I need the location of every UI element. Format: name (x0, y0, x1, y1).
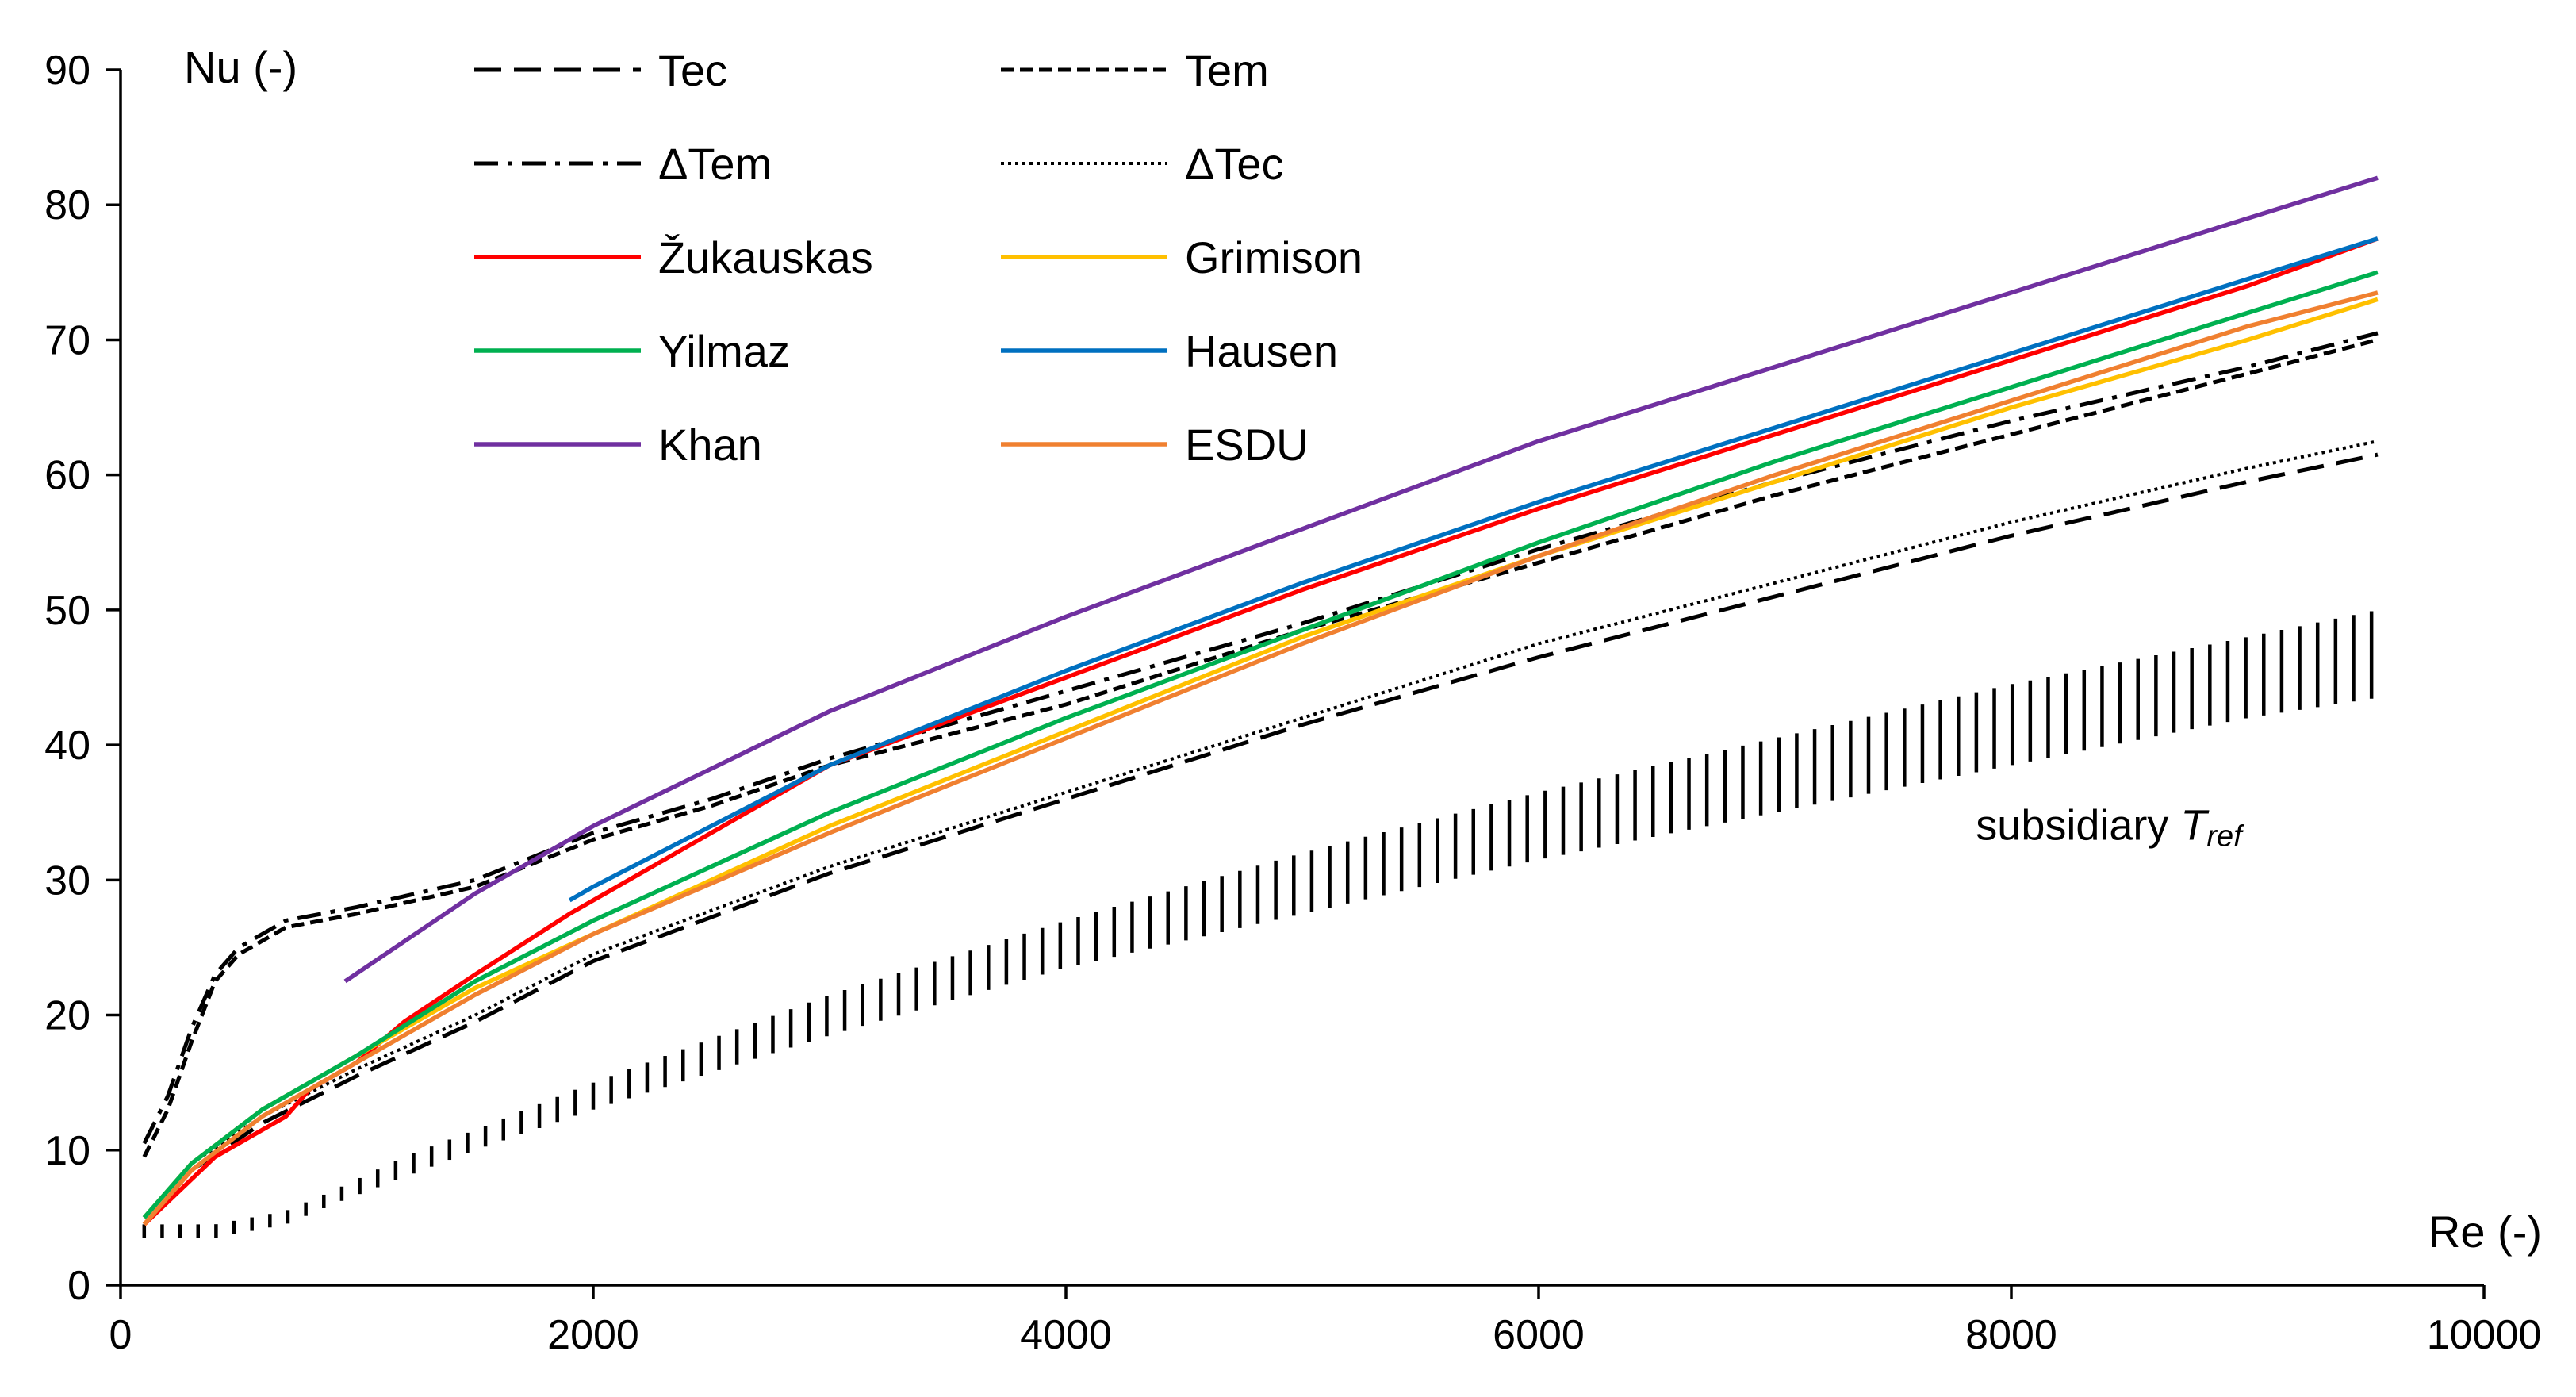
series-line-khan (343, 175, 2379, 984)
series-line-yilmaz (142, 270, 2379, 1219)
y-tick-label: 0 (67, 1263, 90, 1309)
band-annotation-main: subsidiary (1976, 801, 2180, 849)
y-tick-label: 50 (44, 588, 90, 634)
x-tick-label: 0 (109, 1312, 132, 1358)
legend-label: ΔTec (1185, 139, 1284, 189)
legend-label: Tec (658, 45, 727, 95)
series-line-tec (142, 452, 2379, 1226)
legend-label: ESDU (1185, 420, 1309, 470)
series-line--tec (143, 439, 2379, 1219)
x-tick-label: 2000 (547, 1312, 639, 1358)
y-tick-label: 30 (44, 858, 90, 904)
x-tick-label: 10000 (2427, 1312, 2542, 1358)
legend-label: ΔTem (658, 139, 772, 189)
y-tick-label: 10 (44, 1128, 90, 1174)
x-tick-label: 4000 (1020, 1312, 1112, 1358)
legend-label: Khan (658, 420, 762, 470)
band-annotation-italic: T (2180, 801, 2210, 849)
band-annotation-sub: ref (2206, 819, 2244, 853)
y-tick-label: 40 (44, 723, 90, 769)
legend-label: Žukauskas (658, 232, 873, 282)
series-line-esdu (142, 290, 2379, 1226)
y-tick-label: 60 (44, 453, 90, 499)
band-annotation: subsidiary Tref (1976, 801, 2244, 853)
series-line-tem (142, 337, 2379, 1158)
series-line--ukauskas (142, 236, 2379, 1226)
x-axis-title: Re (-) (2428, 1207, 2542, 1257)
y-tick-label: 80 (44, 182, 90, 228)
legend-label: Grimison (1185, 232, 1363, 282)
legend-label: Hausen (1185, 326, 1338, 376)
x-tick-label: 6000 (1493, 1312, 1585, 1358)
legend: Tec Tem ΔTem ΔTec Žukauskas Grimison Yilmaz Hau… (474, 45, 1363, 470)
y-tick-label: 90 (44, 48, 90, 94)
legend-label: Yilmaz (658, 326, 790, 376)
x-tick-label: 8000 (1965, 1312, 2057, 1358)
series-line-hausen (568, 236, 2379, 903)
y-tick-label: 20 (44, 993, 90, 1039)
y-tick-label: 70 (44, 317, 90, 363)
series-lines (142, 175, 2379, 1226)
axes: 0 2000 4000 6000 8000 10000 0 10 20 30 40 50 60 70 80 9… (44, 48, 2541, 1358)
legend-label: Tem (1185, 45, 1269, 95)
subsidiary-band (142, 611, 2374, 1238)
y-axis-title: Nu (-) (184, 42, 297, 92)
